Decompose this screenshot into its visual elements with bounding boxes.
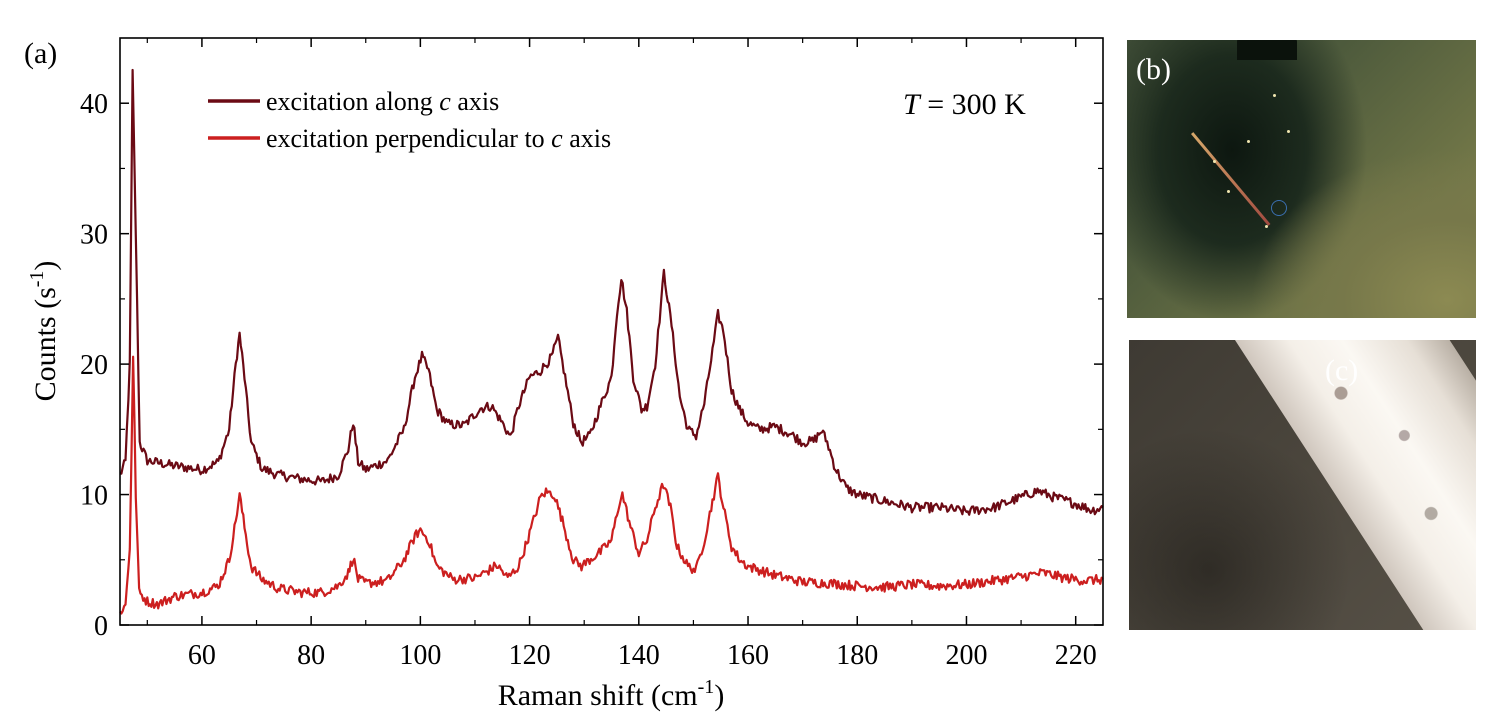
y-tick-label: 20 [80,350,108,381]
laser-spot-marker [1271,200,1287,216]
y-tick-label: 10 [80,481,108,512]
x-tick-label: 180 [836,640,878,671]
x-tick-label: 140 [618,640,660,671]
photo-crystal-side-view: (c) [1129,340,1476,630]
y-axis-label: Counts (s-1) [26,261,62,402]
x-tick-label: 200 [945,640,987,671]
x-tick-label: 80 [297,640,325,671]
panel-a-label: (a) [24,37,57,70]
plot-frame [119,37,1104,626]
x-axis-label: Raman shift (cm-1) [498,676,725,712]
series-line-0 [119,68,1104,516]
legend-label-along: excitation along c axis [266,87,499,116]
y-tick-label: 30 [80,220,108,251]
x-tick-label: 120 [509,640,551,671]
x-tick-label: 220 [1055,640,1097,671]
y-tick-label: 40 [80,89,108,120]
legend: excitation along c axis excitation perpe… [208,87,611,153]
panel-c-label: (c) [1325,354,1359,387]
y-tick-label: 0 [94,611,108,642]
x-tick-label: 60 [188,640,216,671]
mount-tip [1237,40,1297,60]
legend-label-perpendicular: excitation perpendicular to c axis [266,124,611,153]
photo-crystal-top-view: (b) [1127,40,1476,318]
temperature-annotation: T = 300 K [903,88,1026,121]
x-tick-label: 160 [727,640,769,671]
series-line-1 [119,355,1104,615]
crystal-edge [1191,132,1271,226]
panel-b-label: (b) [1136,53,1171,86]
x-tick-label: 100 [399,640,441,671]
